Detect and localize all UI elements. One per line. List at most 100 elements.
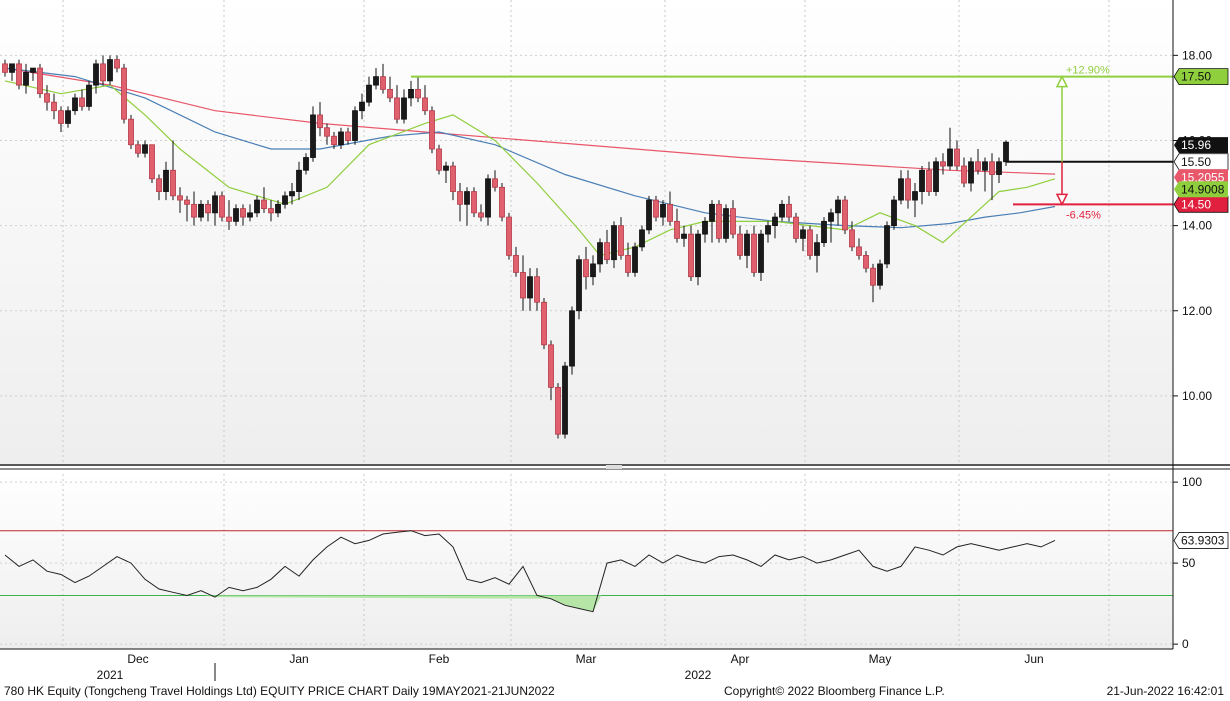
candle-body-up bbox=[359, 101, 365, 112]
candle bbox=[590, 255, 596, 286]
candle-body-down bbox=[100, 63, 106, 82]
moving-average-line-1 bbox=[4, 67, 1056, 229]
y-axis-tick-label: 18.00 bbox=[1182, 48, 1212, 62]
candle-body-up bbox=[590, 263, 596, 278]
candle bbox=[926, 161, 932, 196]
level-tag-2: 14.50 bbox=[1173, 195, 1229, 213]
footer-timestamp: 21-Jun-2022 16:42:01 bbox=[1106, 684, 1224, 698]
candle bbox=[471, 187, 477, 218]
candle bbox=[989, 153, 995, 201]
candle-body-up bbox=[72, 97, 78, 112]
candle bbox=[513, 246, 519, 277]
candle-body-down bbox=[793, 216, 799, 239]
candle bbox=[191, 191, 197, 226]
candle bbox=[604, 229, 610, 264]
candle bbox=[611, 221, 617, 269]
candle bbox=[695, 229, 701, 286]
candle bbox=[317, 102, 323, 137]
footer-copyright: Copyright© 2022 Bloomberg Finance L.P. bbox=[724, 684, 945, 698]
candle-body-down bbox=[541, 301, 547, 346]
candle-body-up bbox=[828, 212, 834, 222]
rsi-axis-tick-label: 50 bbox=[1182, 556, 1196, 570]
candle-body-down bbox=[135, 144, 141, 154]
candle bbox=[310, 106, 316, 162]
x-axis-month-label: Feb bbox=[429, 652, 450, 666]
x-axis-month-label: May bbox=[869, 652, 892, 666]
candle bbox=[450, 161, 456, 201]
candle bbox=[870, 263, 876, 303]
rsi-axis-tick-label: 0 bbox=[1182, 637, 1189, 651]
candle-body-down bbox=[751, 233, 757, 273]
rsi-last-value-tag-box bbox=[1173, 532, 1229, 549]
candle-body-up bbox=[30, 67, 36, 73]
candle bbox=[443, 161, 449, 184]
candle bbox=[961, 157, 967, 188]
candle bbox=[947, 127, 953, 171]
candle bbox=[135, 140, 141, 158]
candle bbox=[121, 63, 127, 124]
candle-body-down bbox=[16, 63, 22, 86]
x-axis-month-label: Mar bbox=[576, 652, 597, 666]
candle-body-up bbox=[632, 246, 638, 273]
candle bbox=[702, 217, 708, 243]
candle-body-down bbox=[506, 216, 512, 256]
candle bbox=[667, 191, 673, 226]
candle bbox=[58, 106, 64, 132]
candle-body-down bbox=[114, 59, 120, 69]
candle bbox=[954, 140, 960, 171]
candle bbox=[527, 268, 533, 311]
candle bbox=[730, 200, 736, 239]
candle bbox=[548, 340, 554, 401]
candle bbox=[359, 93, 365, 120]
candle bbox=[16, 59, 22, 90]
candle-body-down bbox=[177, 195, 183, 201]
candle-body-down bbox=[863, 255, 869, 269]
x-axis-month-label: Jan bbox=[289, 652, 308, 666]
candle bbox=[758, 229, 764, 281]
candle-body-down bbox=[786, 203, 792, 218]
candle-body-down bbox=[478, 212, 484, 218]
candle bbox=[93, 59, 99, 94]
candle-body-up bbox=[296, 169, 302, 192]
candle bbox=[884, 221, 890, 269]
candle bbox=[429, 106, 435, 154]
candle-body-up bbox=[93, 63, 99, 86]
candle-body-up bbox=[772, 216, 778, 227]
candle-body-up bbox=[912, 191, 918, 201]
candle-body-down bbox=[324, 127, 330, 137]
candle-body-up bbox=[527, 276, 533, 299]
candle bbox=[933, 157, 939, 196]
candle-body-up bbox=[611, 225, 617, 261]
candle-body-down bbox=[870, 267, 876, 286]
level-tag-box-1 bbox=[1173, 153, 1229, 171]
candle-body-down bbox=[905, 178, 911, 201]
candle-body-up bbox=[576, 259, 582, 312]
candle bbox=[296, 161, 302, 201]
candle-body-down bbox=[205, 203, 211, 214]
candle bbox=[226, 200, 232, 230]
target-arrow-head-1 bbox=[1055, 193, 1069, 207]
candle bbox=[366, 76, 372, 107]
candle-body-up bbox=[212, 195, 218, 214]
candle-body-up bbox=[485, 178, 491, 218]
candle-body-down bbox=[499, 186, 505, 218]
candle-body-down bbox=[387, 88, 393, 99]
candle-body-down bbox=[380, 76, 386, 90]
y-axis-tick-label: 14.00 bbox=[1182, 219, 1212, 233]
candle-body-down bbox=[555, 386, 561, 435]
candle-body-up bbox=[303, 157, 309, 171]
candle-body-up bbox=[366, 84, 372, 103]
candle bbox=[982, 157, 988, 192]
candle-body-down bbox=[268, 208, 274, 214]
candle bbox=[653, 195, 659, 222]
candle-body-up bbox=[884, 225, 890, 265]
candle bbox=[142, 140, 148, 158]
candle-body-up bbox=[779, 203, 785, 218]
candle bbox=[380, 63, 386, 94]
candle bbox=[373, 68, 379, 90]
candle bbox=[807, 225, 813, 260]
candle-body-down bbox=[667, 203, 673, 222]
candle-body-down bbox=[849, 229, 855, 248]
candle-body-up bbox=[23, 71, 29, 86]
candle bbox=[401, 89, 407, 124]
